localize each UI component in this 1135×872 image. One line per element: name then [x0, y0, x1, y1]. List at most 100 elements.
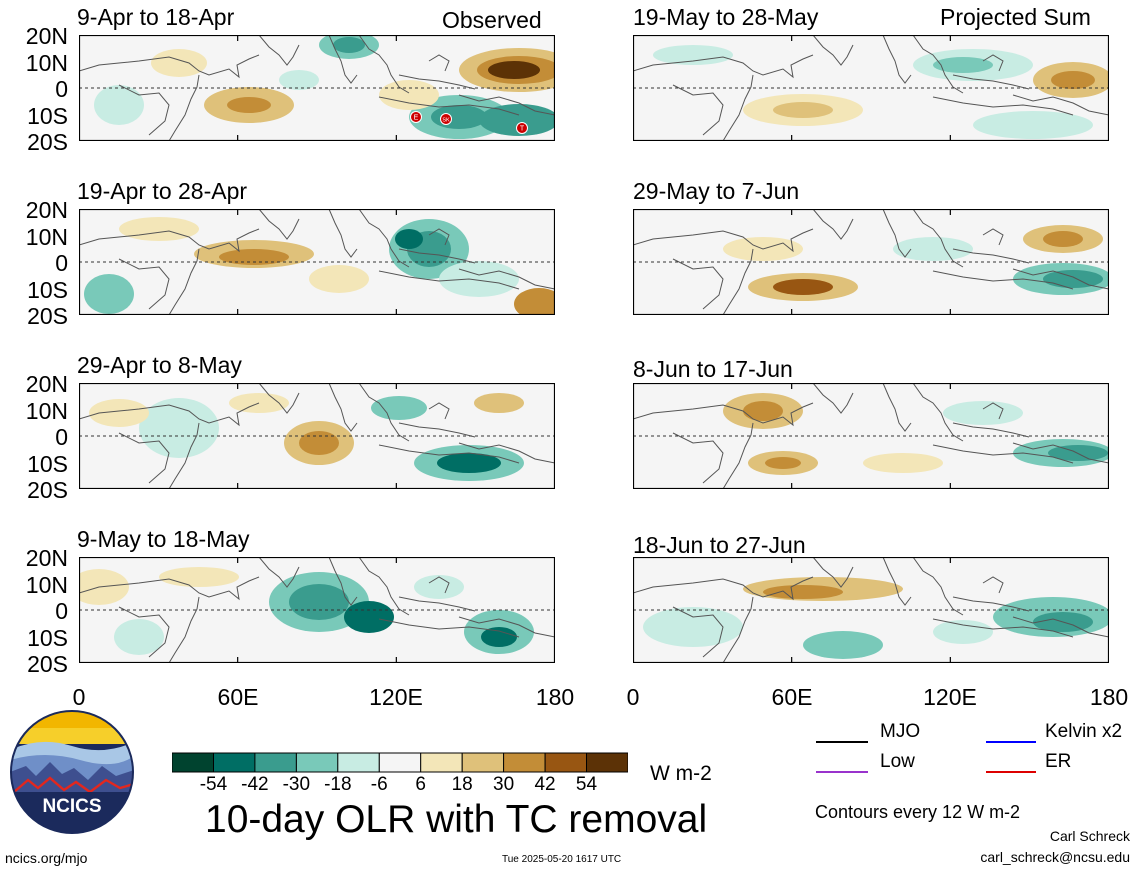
coastline — [812, 557, 854, 588]
olr-anomaly-blob — [653, 45, 733, 65]
coastline — [812, 35, 854, 66]
coastline — [398, 248, 476, 264]
colorbar-label-1: -42 — [241, 774, 269, 795]
lat-label-row4-2: 0 — [55, 598, 68, 624]
main-title: 10-day OLR with TC removal — [205, 798, 708, 841]
coastline — [952, 74, 1030, 90]
coastline — [1012, 442, 1109, 464]
legend-er-label: ER — [1045, 751, 1072, 772]
olr-anomaly-blob — [933, 620, 993, 644]
colorbar-swatch-4 — [337, 752, 380, 773]
olr-anomaly-blob — [437, 453, 501, 473]
legend-low-line — [816, 761, 868, 779]
coastline — [118, 606, 170, 658]
ncics-logo: NCICS — [10, 710, 134, 839]
olr-anomaly-blob — [371, 396, 427, 420]
coastline — [79, 228, 260, 253]
legend-kelvin-line — [986, 731, 1036, 749]
observed-map-4 — [79, 557, 555, 663]
coastline — [328, 209, 358, 258]
olr-anomaly-blob — [863, 453, 943, 473]
observed-panel-2-title: 19-Apr to 28-Apr — [77, 178, 248, 204]
legend-kelvin-label: Kelvin x2 — [1045, 721, 1123, 742]
coastline — [258, 383, 300, 414]
coastline — [672, 606, 724, 658]
coastline — [79, 402, 260, 427]
colorbar-units: W m-2 — [650, 762, 712, 785]
colorbar-swatch-2 — [254, 752, 297, 773]
coastline — [118, 432, 170, 484]
olr-anomaly-blob — [643, 607, 743, 647]
colorbar-label-2: -30 — [282, 774, 311, 795]
lon-label-proj-0: 0 — [626, 684, 640, 710]
coastline — [722, 74, 754, 141]
source-url[interactable]: ncics.org/mjo — [5, 850, 88, 866]
coastline — [328, 383, 358, 432]
lon-label-proj-120e: 120E — [923, 684, 977, 710]
projected-label: Projected Sum — [940, 4, 1091, 30]
coastline — [428, 228, 450, 246]
observed-panel-3-title: 29-Apr to 8-May — [77, 352, 242, 378]
coastline — [912, 35, 964, 94]
coastline — [952, 422, 1030, 438]
lat-label-row2-0: 20N — [25, 197, 68, 223]
olr-anomaly-blob — [933, 57, 993, 73]
lon-label-obs-60e: 60E — [217, 684, 259, 710]
olr-anomaly-blob — [803, 631, 883, 659]
coastline — [358, 209, 410, 268]
lat-label-row1-3: 10S — [27, 102, 68, 129]
olr-anomaly-blob — [481, 627, 517, 647]
coastline — [398, 596, 476, 612]
map-frame — [633, 383, 1109, 489]
colorbar-label-4: -6 — [370, 774, 388, 795]
olr-anomaly-blob — [893, 237, 973, 261]
svg-text:E: E — [414, 115, 419, 122]
lon-label-obs-120e: 120E — [369, 684, 423, 710]
colorbar-label-3: -18 — [324, 774, 352, 795]
coastline — [398, 74, 476, 90]
coastline — [722, 248, 754, 315]
svg-text:NCICS: NCICS — [42, 796, 101, 817]
projected-map-2 — [633, 209, 1109, 315]
lon-label-proj-60e: 60E — [771, 684, 813, 710]
coastline — [633, 54, 814, 79]
coastline — [672, 84, 724, 136]
coastline — [633, 228, 814, 253]
coastline — [932, 618, 1074, 638]
author-email: carl_schreck@ncsu.edu — [980, 849, 1130, 865]
coastline — [328, 557, 358, 606]
coastline — [982, 402, 1004, 420]
olr-anomaly-blob — [743, 401, 783, 421]
coastline — [258, 35, 300, 66]
colorbar-swatch-3 — [295, 752, 339, 773]
coastline — [168, 596, 200, 663]
coastline — [1012, 94, 1109, 116]
coastline — [672, 258, 724, 310]
colorbar-label-9: 54 — [575, 774, 598, 795]
olr-anomaly-blob — [279, 70, 319, 90]
lon-label-proj-180: 180 — [1089, 684, 1129, 710]
colorbar-swatch-6 — [420, 752, 463, 773]
author-name: Carl Schreck — [1049, 828, 1130, 844]
legend-mjo-label: MJO — [880, 721, 921, 742]
observed-label: Observed — [442, 7, 542, 33]
olr-anomaly-blob — [151, 49, 207, 77]
lon-label-obs-180: 180 — [535, 684, 575, 710]
lat-label-row2-4: 20S — [27, 303, 68, 329]
coastline — [378, 444, 520, 464]
coastline — [932, 96, 1074, 116]
lat-label-row3-1: 10N — [25, 397, 68, 424]
coastline — [428, 54, 450, 72]
olr-anomaly-blob — [159, 567, 239, 587]
coastline — [912, 557, 964, 616]
olr-anomaly-blob — [479, 104, 555, 136]
olr-anomaly-blob — [114, 619, 164, 655]
coastline — [258, 557, 300, 588]
projected-map-3 — [633, 383, 1109, 489]
lat-label-row3-2: 0 — [55, 424, 68, 450]
olr-anomaly-blob — [333, 37, 365, 53]
colorbar-swatch-5 — [378, 752, 422, 773]
lat-label-row2-3: 10S — [27, 276, 68, 303]
colorbar-swatch-7 — [461, 752, 505, 773]
projected-panel-1-title: 19-May to 28-May — [633, 4, 819, 30]
